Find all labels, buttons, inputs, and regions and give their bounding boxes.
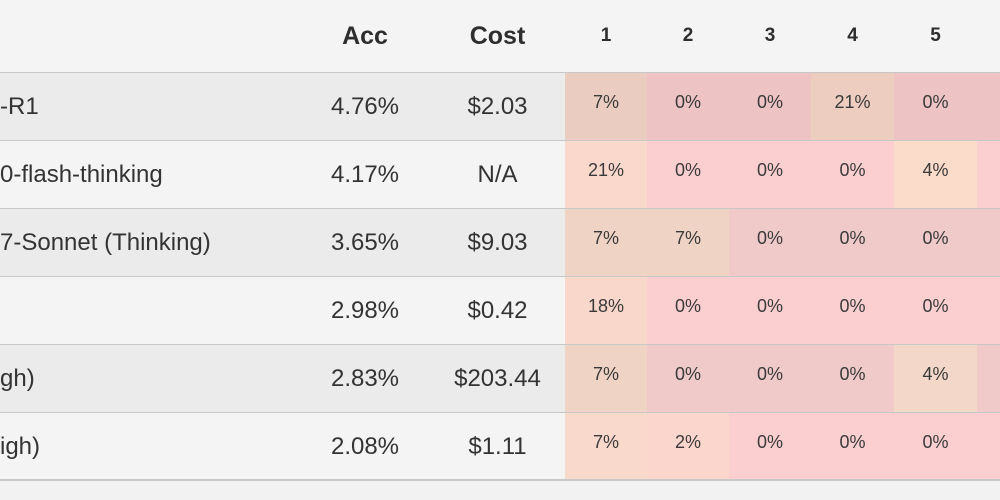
column-header-2[interactable]: 2 xyxy=(682,25,694,46)
cost-cell: $0.42 xyxy=(467,297,528,324)
pct-cell-1: 7% xyxy=(565,73,647,140)
acc-cell: 4.17% xyxy=(330,161,400,188)
pct-cell-5: 4% xyxy=(894,345,977,412)
pct-cell-2: 0% xyxy=(647,141,729,208)
pct-cell-5: 4% xyxy=(894,141,977,208)
pct-cell-3: 0% xyxy=(729,413,811,480)
pct-cell-overflow xyxy=(977,209,1000,276)
pct-cell-overflow xyxy=(977,141,1000,208)
model-name-cell: gh) xyxy=(0,365,35,392)
acc-cell: 2.98% xyxy=(330,297,400,324)
pct-cell-3: 0% xyxy=(729,141,811,208)
pct-cell-4: 0% xyxy=(811,209,894,276)
pct-cell-1: 7% xyxy=(565,345,647,412)
pct-cell-4: 0% xyxy=(811,345,894,412)
acc-column-header[interactable]: Acc xyxy=(342,22,388,50)
column-header-1[interactable]: 1 xyxy=(600,25,612,46)
cost-cell: $203.44 xyxy=(454,365,541,392)
pct-cell-1: 7% xyxy=(565,413,647,480)
pct-cell-overflow xyxy=(977,413,1000,480)
pct-cell-3: 0% xyxy=(729,73,811,140)
table-header: Acc Cost 1 2 3 4 5 xyxy=(0,0,1000,73)
pct-cell-5: 0% xyxy=(894,277,977,344)
acc-cell: 4.76% xyxy=(330,93,400,120)
cost-cell: $1.11 xyxy=(468,433,527,460)
column-header-4[interactable]: 4 xyxy=(847,25,858,46)
table-row[interactable]: 2.98% $0.42 18% 0% 0% 0% 0% xyxy=(0,277,1000,345)
pct-cell-2: 2% xyxy=(647,413,729,480)
pct-cell-2: 7% xyxy=(647,209,729,276)
pct-cell-5: 0% xyxy=(894,209,977,276)
pct-cell-1: 7% xyxy=(565,209,647,276)
table-row[interactable]: igh) 2.08% $1.11 7% 2% 0% 0% 0% xyxy=(0,413,1000,481)
table-row[interactable]: -R1 4.76% $2.03 7% 0% 0% 21% 0% xyxy=(0,73,1000,141)
pct-cell-5: 0% xyxy=(894,73,977,140)
cost-cell: $2.03 xyxy=(467,93,528,120)
pct-cell-1: 18% xyxy=(565,277,647,344)
pct-cell-4: 0% xyxy=(811,277,894,344)
table-row[interactable]: gh) 2.83% $203.44 7% 0% 0% 0% 4% xyxy=(0,345,1000,413)
model-name-cell xyxy=(0,277,320,344)
pct-cell-3: 0% xyxy=(729,345,811,412)
pct-cell-3: 0% xyxy=(729,277,811,344)
acc-cell: 2.08% xyxy=(330,433,400,460)
table-row[interactable]: 7-Sonnet (Thinking) 3.65% $9.03 7% 7% 0% 0% 0% xyxy=(0,209,1000,277)
cost-cell: N/A xyxy=(477,161,518,188)
pct-cell-4: 0% xyxy=(811,141,894,208)
pct-cell-1: 21% xyxy=(565,141,647,208)
model-name-cell: igh) xyxy=(0,433,41,460)
table-bottom-border xyxy=(0,479,1000,480)
pct-cell-4: 21% xyxy=(811,73,894,140)
model-name-cell: 0-flash-thinking xyxy=(0,161,163,188)
column-header-5[interactable]: 5 xyxy=(930,25,941,46)
pct-cell-2: 0% xyxy=(647,73,729,140)
pct-cell-overflow xyxy=(977,73,1000,140)
pct-cell-2: 0% xyxy=(647,277,729,344)
model-name-cell: 7-Sonnet (Thinking) xyxy=(0,229,211,256)
cost-cell: $9.03 xyxy=(467,229,528,256)
pct-cell-2: 0% xyxy=(647,345,729,412)
cost-column-header[interactable]: Cost xyxy=(469,22,526,50)
model-name-cell: -R1 xyxy=(0,93,39,120)
pct-cell-5: 0% xyxy=(894,413,977,480)
column-header-3[interactable]: 3 xyxy=(764,25,776,46)
acc-cell: 3.65% xyxy=(330,229,400,256)
pct-cell-overflow xyxy=(977,277,1000,344)
acc-cell: 2.83% xyxy=(330,365,400,392)
pct-cell-4: 0% xyxy=(811,413,894,480)
table-row[interactable]: 0-flash-thinking 4.17% N/A 21% 0% 0% 0% 4% xyxy=(0,141,1000,209)
pct-cell-overflow xyxy=(977,345,1000,412)
pct-cell-3: 0% xyxy=(729,209,811,276)
